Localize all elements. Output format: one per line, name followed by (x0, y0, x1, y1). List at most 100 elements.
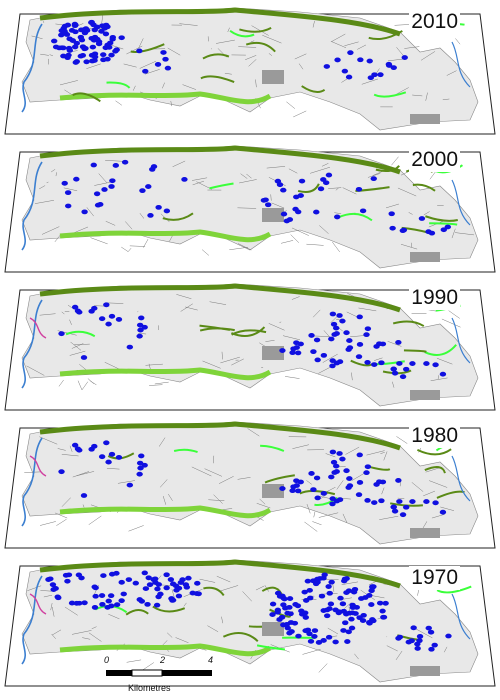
green-corridor (222, 632, 259, 643)
scale-tick-0: 0 (104, 655, 110, 665)
occurrence-dot (356, 314, 363, 320)
occurrence-dot (155, 582, 162, 587)
occurrence-dot (293, 345, 300, 350)
occurrence-dot (432, 500, 439, 506)
occurrence-dot (56, 45, 63, 51)
river-west (21, 437, 43, 527)
occurrence-dots (45, 570, 452, 652)
occurrence-dot (151, 576, 159, 582)
occurrence-dot (326, 606, 333, 612)
occurrence-dot (94, 36, 101, 42)
occurrence-dot (91, 605, 99, 610)
occurrence-dot (95, 41, 103, 47)
green-corridor (403, 349, 427, 353)
occurrence-dot (390, 366, 397, 372)
green-belt-south (59, 367, 272, 381)
green-corridor (199, 327, 235, 332)
occurrence-dot (160, 50, 167, 55)
occurrence-dot (93, 191, 101, 197)
occurrence-dot (280, 211, 288, 217)
green-corridor (436, 585, 472, 594)
occurrence-dot (262, 197, 269, 203)
occurrence-dot (370, 584, 377, 589)
scale-bar-graphic (106, 669, 212, 677)
occurrence-dot (385, 61, 393, 67)
occurrence-dot (399, 228, 407, 234)
occurrence-dot (342, 620, 349, 626)
occurrence-dot (55, 595, 62, 601)
occurrence-dot (294, 488, 302, 494)
green-corridor (229, 30, 255, 38)
occurrence-dot (307, 638, 315, 644)
green-corridor (65, 330, 96, 338)
occurrence-dot (286, 630, 293, 636)
scale-tick-4: 4 (208, 655, 214, 665)
occurrence-dot (335, 609, 343, 615)
occurrence-dot (293, 483, 300, 488)
occurrence-dot (182, 582, 190, 588)
occurrence-dot (339, 456, 346, 462)
occurrence-dot (323, 613, 331, 619)
urban-area (410, 528, 440, 538)
occurrence-dot (390, 504, 397, 510)
urban-area (262, 484, 284, 498)
occurrence-dot (431, 642, 438, 648)
occurrence-dot (109, 36, 116, 42)
occurrence-dot (295, 209, 302, 215)
green-corridor (245, 41, 276, 53)
occurrence-dot (445, 633, 452, 639)
occurrence-dot (355, 492, 363, 498)
occurrence-dot (302, 610, 309, 616)
field-parcels (34, 156, 475, 256)
occurrence-dot (355, 354, 363, 360)
field-parcels (31, 14, 461, 118)
occurrence-dot (72, 60, 79, 65)
occurrence-dot (113, 602, 121, 608)
occurrence-dot (345, 588, 353, 594)
occurrence-dot (181, 177, 188, 182)
occurrence-dot (341, 576, 349, 582)
occurrence-dot (286, 604, 293, 610)
occurrence-dot (80, 355, 88, 360)
green-corridor (429, 222, 458, 226)
occurrence-dot (162, 56, 169, 62)
occurrence-dot (108, 451, 116, 457)
occurrence-dot (112, 48, 119, 54)
occurrence-dot (301, 589, 308, 595)
occurrence-dot (101, 187, 108, 192)
occurrence-dot (115, 455, 123, 460)
occurrence-dot (297, 479, 304, 485)
occurrence-dot (367, 75, 375, 81)
occurrence-dot (58, 469, 65, 475)
map-panel-1970: 1970 (0, 554, 500, 690)
green-corridor (152, 605, 186, 613)
river-west (21, 575, 43, 665)
occurrence-dot (274, 609, 281, 615)
occurrence-dot (395, 635, 402, 641)
scale-tick-2: 2 (160, 655, 166, 665)
occurrence-dot (356, 480, 364, 485)
occurrence-dot (379, 608, 386, 614)
urban-area (410, 390, 440, 400)
occurrence-dot (341, 68, 349, 74)
green-corridor (412, 183, 436, 192)
occurrence-dot (343, 468, 350, 474)
occurrence-dot (334, 214, 341, 220)
occurrence-dot (376, 600, 384, 606)
green-belt-north (39, 421, 401, 451)
occurrence-dot (364, 359, 371, 365)
occurrence-dot (329, 311, 337, 317)
occurrence-dot (99, 601, 106, 607)
occurrence-dot (83, 59, 90, 65)
occurrence-dot (306, 587, 313, 593)
occurrence-dot (399, 512, 407, 518)
occurrence-dot (423, 361, 430, 366)
occurrence-dot (103, 440, 110, 446)
occurrence-dots (58, 440, 447, 518)
occurrence-dot (401, 55, 408, 60)
map-panel-1990: 1990 (0, 278, 500, 414)
occurrence-dot (345, 629, 352, 635)
urban-area (410, 252, 440, 262)
green-corridor (260, 444, 285, 452)
occurrence-dot (313, 209, 320, 215)
